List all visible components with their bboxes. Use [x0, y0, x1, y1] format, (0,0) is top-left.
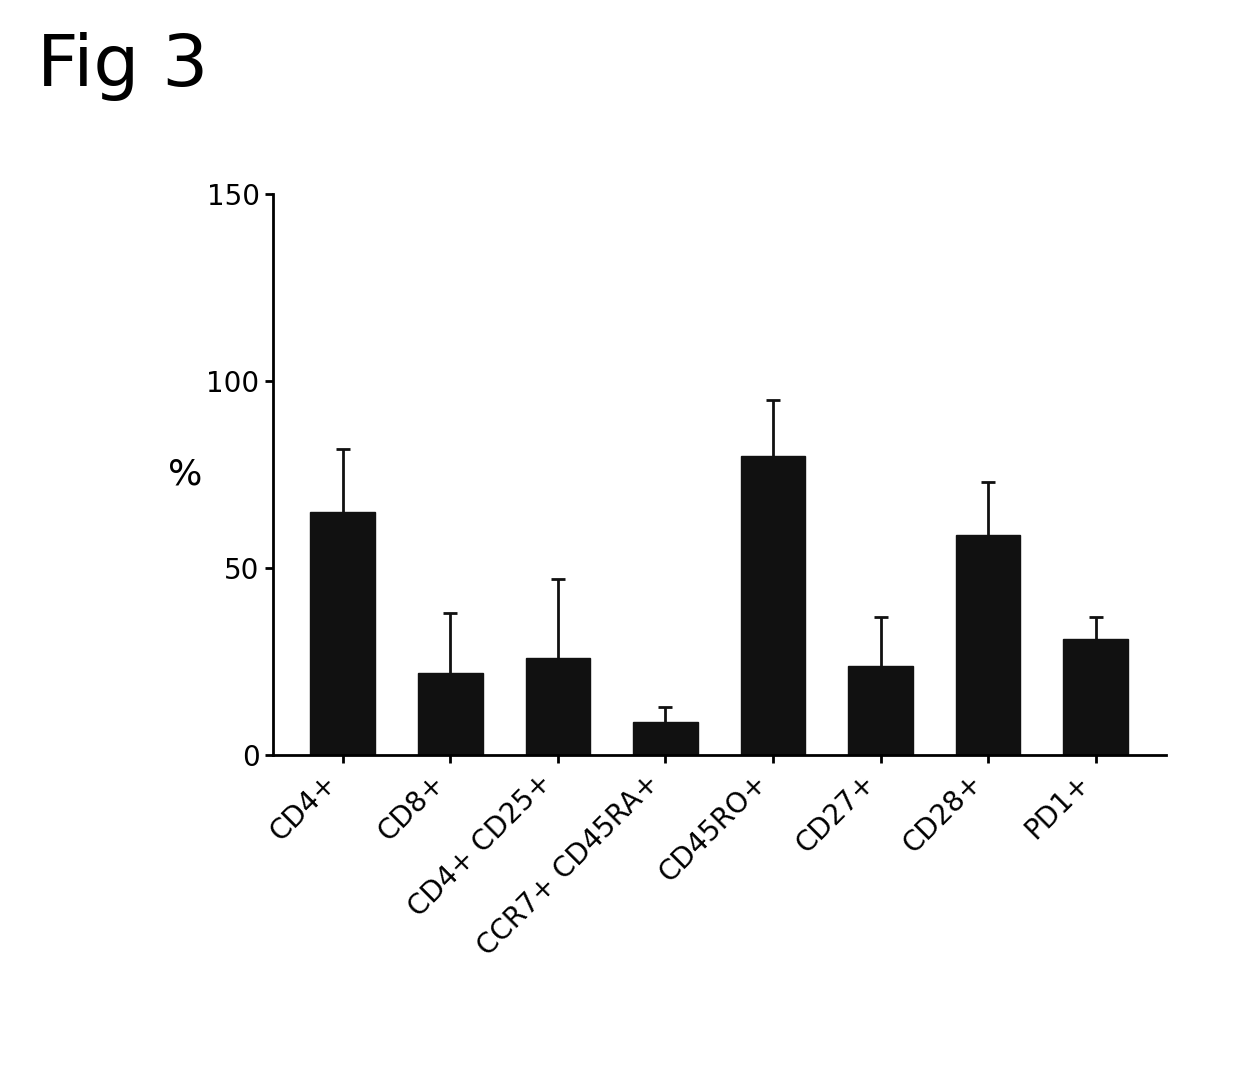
Bar	[848, 666, 913, 755]
Text: Fig 3: Fig 3	[37, 32, 208, 101]
Bar	[1064, 640, 1128, 755]
Bar	[310, 513, 374, 755]
Bar	[526, 658, 590, 755]
Bar	[418, 673, 482, 755]
Bar	[634, 722, 698, 755]
Y-axis label: %: %	[169, 457, 203, 492]
Bar	[956, 534, 1021, 755]
Bar	[740, 456, 805, 755]
